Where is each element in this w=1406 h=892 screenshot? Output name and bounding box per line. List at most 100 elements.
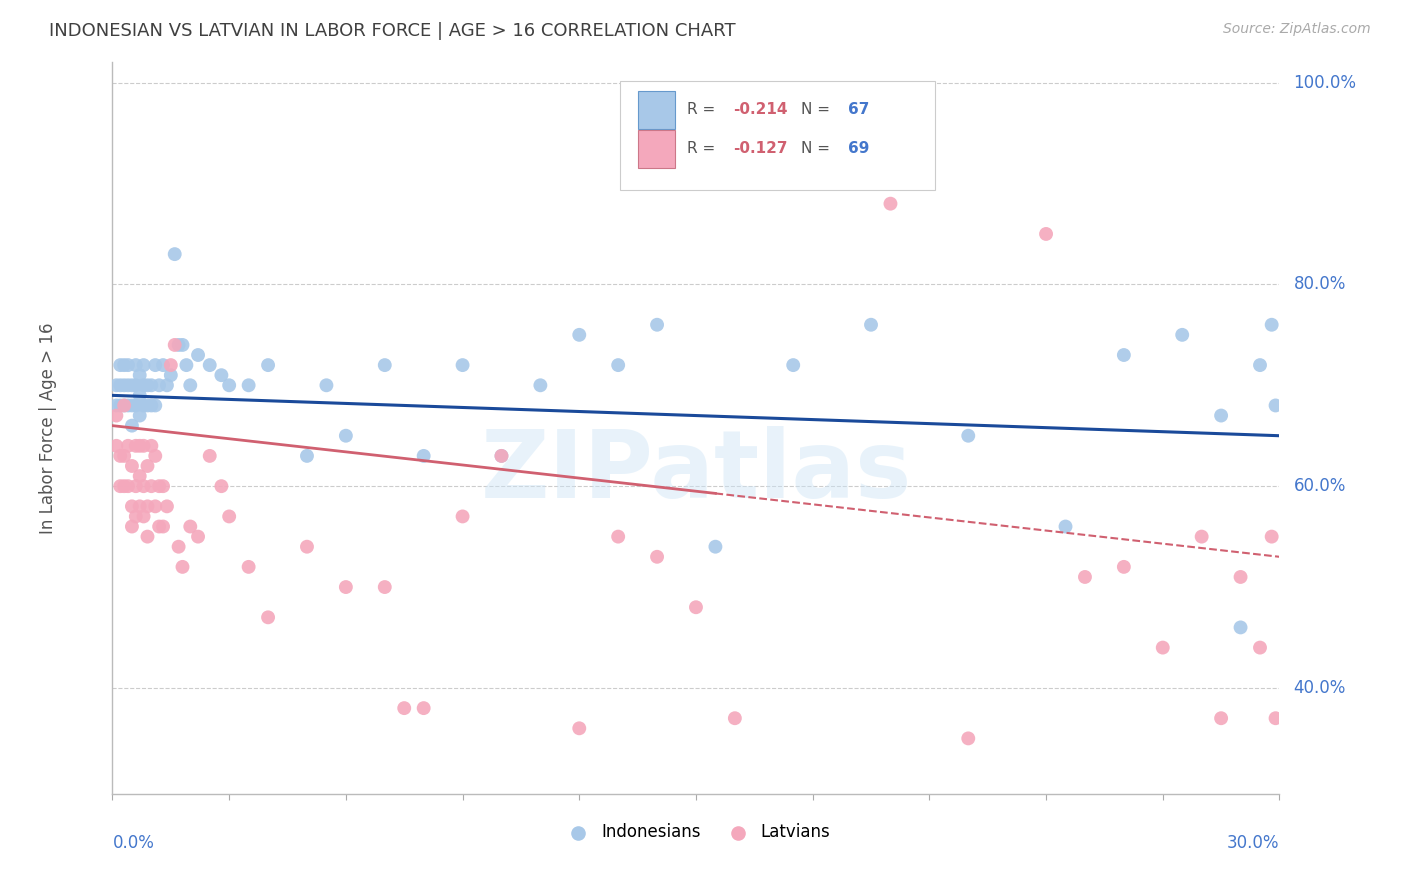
Point: [105, 409, 128, 423]
Point: [136, 500, 159, 514]
Point: [143, 500, 166, 514]
Point: [179, 519, 201, 533]
Point: [218, 378, 240, 392]
Point: [141, 399, 163, 413]
Point: [121, 500, 143, 514]
Point: [132, 378, 155, 392]
Point: [1112, 560, 1135, 574]
Point: [257, 358, 280, 372]
Point: [141, 479, 163, 493]
Text: 0.0%: 0.0%: [112, 834, 155, 852]
Point: [112, 479, 135, 493]
Point: [607, 358, 630, 372]
Point: [167, 338, 190, 352]
Point: [209, 368, 232, 383]
Point: [117, 439, 139, 453]
Point: [110, 358, 132, 372]
Point: [1260, 318, 1282, 332]
Point: [105, 378, 128, 392]
Point: [315, 378, 337, 392]
Point: [209, 479, 232, 493]
Point: [125, 378, 148, 392]
Point: [1171, 327, 1194, 342]
Point: [1074, 570, 1097, 584]
Point: [1260, 530, 1282, 544]
Point: [782, 358, 804, 372]
Point: [128, 409, 150, 423]
Point: [1054, 519, 1077, 533]
Point: [148, 519, 170, 533]
Text: In Labor Force | Age > 16: In Labor Force | Age > 16: [39, 322, 58, 534]
Point: [529, 378, 551, 392]
Point: [491, 449, 513, 463]
Point: [491, 449, 513, 463]
Point: [187, 348, 209, 362]
Point: [112, 358, 135, 372]
Point: [163, 247, 186, 261]
Point: [167, 540, 190, 554]
Point: [136, 458, 159, 473]
Point: [156, 378, 179, 392]
Point: [295, 449, 318, 463]
Point: [1249, 358, 1271, 372]
Point: [238, 378, 260, 392]
Point: [568, 721, 591, 735]
Text: N =: N =: [801, 103, 835, 118]
Point: [132, 399, 155, 413]
Point: [105, 399, 128, 413]
Point: [132, 439, 155, 453]
Point: [1229, 620, 1251, 634]
Point: [125, 439, 148, 453]
Point: [172, 560, 194, 574]
Point: [141, 439, 163, 453]
Point: [1264, 399, 1286, 413]
Legend: Indonesians, Latvians: Indonesians, Latvians: [555, 816, 837, 847]
Text: R =: R =: [686, 141, 720, 156]
Point: [152, 519, 174, 533]
Text: 67: 67: [848, 103, 869, 118]
Point: [335, 428, 357, 442]
Point: [112, 378, 135, 392]
Point: [187, 530, 209, 544]
Point: [110, 479, 132, 493]
Point: [238, 560, 260, 574]
Point: [645, 549, 668, 564]
Text: INDONESIAN VS LATVIAN IN LABOR FORCE | AGE > 16 CORRELATION CHART: INDONESIAN VS LATVIAN IN LABOR FORCE | A…: [49, 22, 735, 40]
FancyBboxPatch shape: [620, 81, 935, 191]
Point: [1152, 640, 1174, 655]
Point: [704, 540, 727, 554]
Point: [879, 196, 901, 211]
Point: [160, 358, 183, 372]
Point: [257, 610, 280, 624]
Text: 100.0%: 100.0%: [1294, 74, 1357, 92]
Point: [1264, 711, 1286, 725]
Point: [860, 318, 883, 332]
Point: [1112, 348, 1135, 362]
Point: [1209, 711, 1232, 725]
Point: [128, 469, 150, 483]
Text: -0.214: -0.214: [734, 103, 787, 118]
FancyBboxPatch shape: [638, 129, 675, 168]
Point: [218, 509, 240, 524]
Point: [374, 580, 396, 594]
Point: [412, 701, 434, 715]
Point: [841, 166, 863, 180]
Point: [125, 399, 148, 413]
Point: [451, 358, 474, 372]
Point: [160, 368, 183, 383]
Point: [112, 399, 135, 413]
Point: [1191, 530, 1213, 544]
Point: [132, 509, 155, 524]
Text: N =: N =: [801, 141, 835, 156]
Point: [117, 378, 139, 392]
Point: [117, 399, 139, 413]
Point: [451, 509, 474, 524]
Text: 80.0%: 80.0%: [1294, 276, 1346, 293]
Point: [1035, 227, 1057, 241]
Point: [394, 701, 416, 715]
FancyBboxPatch shape: [638, 91, 675, 129]
Point: [128, 439, 150, 453]
Point: [136, 378, 159, 392]
Point: [607, 530, 630, 544]
Point: [125, 358, 148, 372]
